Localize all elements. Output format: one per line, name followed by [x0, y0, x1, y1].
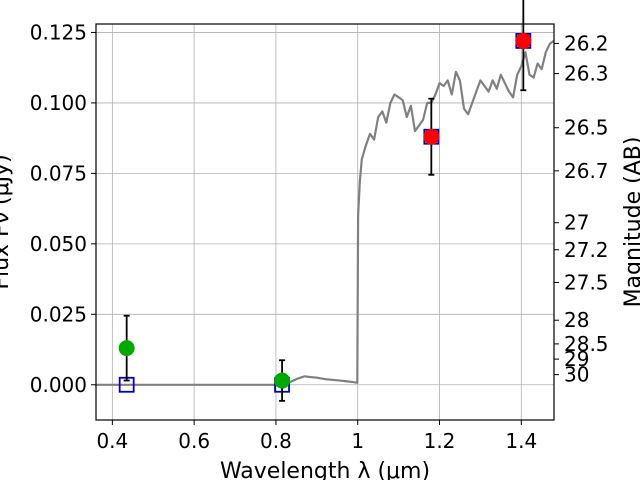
x-tick-label: 1.4 — [505, 429, 537, 453]
grid-lines — [96, 24, 554, 420]
y-tick-label: 0.000 — [30, 373, 87, 397]
right-tick-label: 26.3 — [564, 62, 609, 86]
x-tick-label: 0.4 — [96, 429, 128, 453]
right-tick-label: 27.5 — [564, 270, 609, 294]
right-tick-label: 28.5 — [564, 332, 609, 356]
right-tick-label: 28 — [564, 308, 589, 332]
right-tick-label: 30 — [564, 363, 589, 387]
x-tick-label: 1.2 — [424, 429, 456, 453]
y-axis-label: Flux Fν (μJy) — [0, 154, 14, 289]
y-tick-label: 0.100 — [30, 91, 87, 115]
y-tick-label: 0.125 — [30, 20, 87, 44]
x-axis-ticks: 0.4 0.6 0.8 1 1.2 1.4 — [96, 420, 537, 453]
right-tick-label: 27.2 — [564, 238, 609, 262]
right-tick-label: 29 — [564, 347, 589, 371]
y-axis-ticks: 0.000 0.025 0.050 0.075 0.100 0.125 — [30, 20, 96, 397]
y-tick-label: 0.075 — [30, 161, 87, 185]
observed-flux-point — [423, 128, 440, 145]
x-tick-label: 1 — [351, 429, 364, 453]
y-tick-label: 0.050 — [30, 232, 87, 256]
spectrum-layer — [96, 39, 555, 386]
observed-flux-point — [515, 32, 532, 49]
right-tick-label: 26.5 — [564, 116, 609, 140]
right-tick-label: 26.2 — [564, 31, 609, 55]
right-axis-label: Magnitude (AB) — [621, 137, 640, 308]
observed-flux-point — [274, 372, 291, 389]
plot-frame — [95, 23, 555, 421]
y-tick-label: 0.025 — [30, 302, 87, 326]
right-tick-label: 27 — [564, 211, 589, 235]
observed-flux-point — [118, 340, 135, 357]
markers-layer — [118, 0, 532, 402]
x-axis-label: Wavelength λ (μm) — [220, 459, 430, 480]
spectrum-line — [96, 39, 555, 386]
x-tick-label: 0.6 — [178, 429, 210, 453]
right-tick-label: 26.7 — [564, 159, 609, 183]
x-tick-label: 0.8 — [260, 429, 292, 453]
